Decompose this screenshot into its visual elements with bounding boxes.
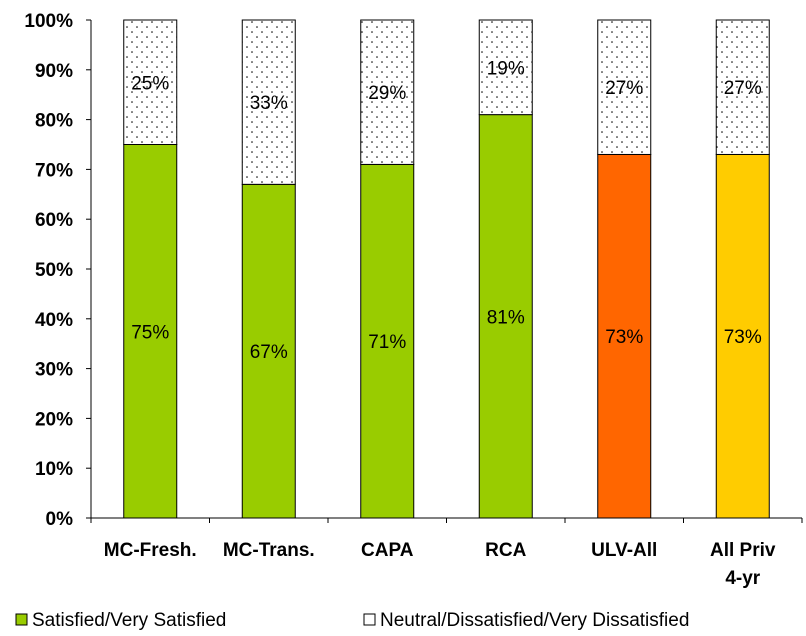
y-tick-label: 40% <box>35 310 73 331</box>
data-label-neutral: 25% <box>131 73 169 94</box>
x-category-label: ULV-All <box>591 540 657 561</box>
x-category-label: MC-Trans. <box>223 540 315 561</box>
legend-swatch-satisfied <box>15 613 28 626</box>
legend-swatch-neutral <box>363 613 376 626</box>
bar-neutral-dissatisfied <box>241 19 296 185</box>
bar-satisfied <box>360 163 415 519</box>
y-tick-label: 30% <box>35 360 73 381</box>
data-label-satisfied: 73% <box>724 327 762 348</box>
bar-neutral-dissatisfied <box>360 19 415 165</box>
bar-neutral-dissatisfied <box>478 19 533 116</box>
y-tick-label: 90% <box>35 61 73 82</box>
data-label-satisfied: 75% <box>131 322 169 343</box>
y-tick-label: 10% <box>35 459 73 480</box>
x-category-label: CAPA <box>361 540 414 561</box>
data-label-satisfied: 67% <box>250 342 288 363</box>
y-tick-label: 80% <box>35 111 73 132</box>
bar-satisfied <box>597 153 652 519</box>
bar-neutral-dissatisfied <box>715 19 770 155</box>
data-label-satisfied: 81% <box>487 307 525 328</box>
data-label-satisfied: 73% <box>605 327 643 348</box>
data-label-neutral: 27% <box>605 78 643 99</box>
bar-satisfied <box>715 153 770 519</box>
y-tick-label: 20% <box>35 409 73 430</box>
x-category-label: MC-Fresh. <box>104 540 197 561</box>
x-category-label: All Priv <box>710 540 776 561</box>
bar-neutral-dissatisfied <box>123 19 178 145</box>
x-category-label: RCA <box>485 540 526 561</box>
bar-satisfied <box>478 114 533 519</box>
bar-satisfied <box>123 144 178 519</box>
bar-neutral-dissatisfied <box>597 19 652 155</box>
y-tick-label: 100% <box>24 11 73 32</box>
data-label-neutral: 19% <box>487 58 525 79</box>
y-tick-label: 70% <box>35 160 73 181</box>
legend-label-satisfied: Satisfied/Very Satisfied <box>32 610 226 631</box>
y-tick-label: 60% <box>35 210 73 231</box>
data-label-neutral: 33% <box>250 93 288 114</box>
legend: Satisfied/Very Satisfied Neutral/Dissatis… <box>15 610 689 631</box>
y-tick-label: 50% <box>35 260 73 281</box>
x-category-label: 4-yr <box>725 568 760 589</box>
data-label-satisfied: 71% <box>368 332 406 353</box>
legend-label-neutral: Neutral/Dissatisfied/Very Dissatisfied <box>380 610 689 631</box>
data-label-neutral: 27% <box>724 78 762 99</box>
plot-area: 0% 10% 20% 30% 40% 50% 60% 70% 80% 90% 100% 75% 25% M… <box>24 11 803 589</box>
y-tick-label: 0% <box>46 509 74 530</box>
bar-satisfied <box>241 183 296 519</box>
data-label-neutral: 29% <box>368 83 406 104</box>
